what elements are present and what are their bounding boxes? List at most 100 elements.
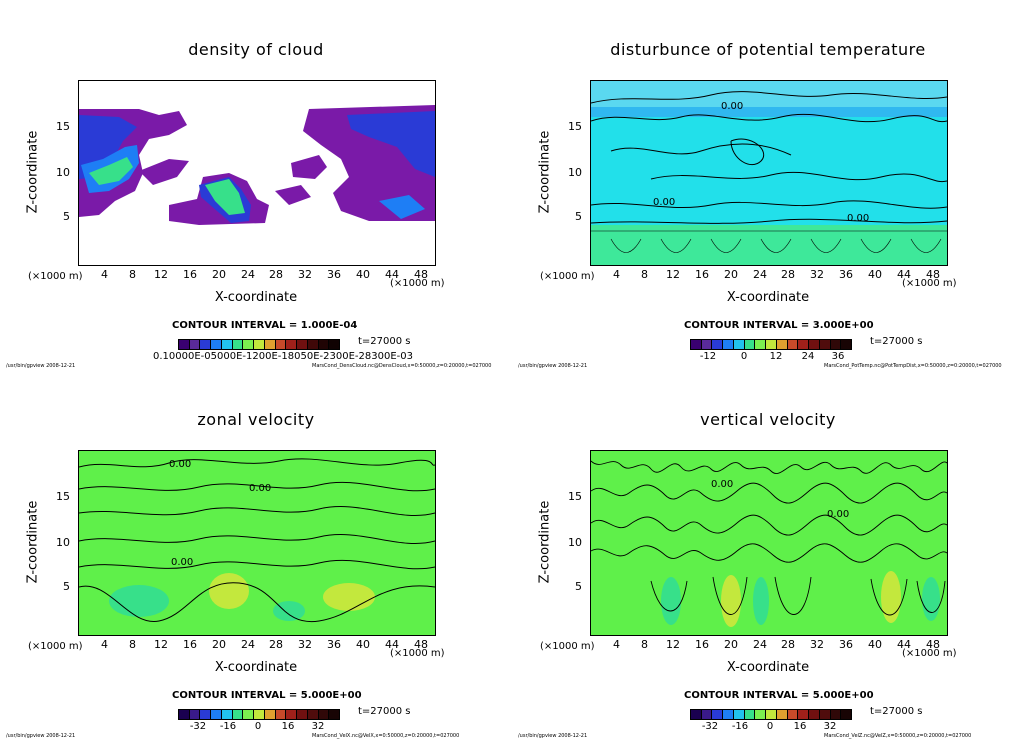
field-blob (881, 571, 901, 623)
y-axis-label: Z-coordinate (537, 130, 553, 214)
colorbar-label: 0 (740, 351, 748, 362)
x-tick-label: 48 (414, 268, 428, 281)
colorbar-label: -32 (189, 721, 207, 732)
cloud-region (347, 111, 435, 177)
x-tick-label: 48 (414, 638, 428, 651)
x-tick-label: 4 (101, 268, 108, 281)
x-tick-label: 32 (810, 268, 824, 281)
colorbar-swatch (318, 710, 330, 719)
contour-label: 0.00 (169, 459, 191, 470)
contour-interval: CONTOUR INTERVAL = 5.000E+00 (172, 690, 362, 701)
colorbar-swatch (723, 340, 734, 349)
contour-line (79, 481, 435, 492)
colorbar-swatch (830, 710, 842, 719)
y-axis-label: Z-coordinate (25, 500, 41, 584)
colorbar-swatch (221, 710, 233, 719)
panel-zonal-velocity: zonal velocity 0.00 0.00 0.00 Z-coordina… (0, 370, 512, 740)
plot-area: 0.00 0.00 0.00 (590, 80, 948, 266)
contour-line (591, 514, 947, 536)
colorbar-swatch (307, 340, 319, 349)
time-label: t=27000 s (358, 706, 411, 717)
footer-left: /usr/bin/gpview 2008-12-21 (6, 363, 76, 369)
x-tick-label: 44 (897, 638, 911, 651)
x-tick-label: 40 (356, 268, 370, 281)
y-tick-label: 10 (568, 166, 582, 179)
colorbar-swatch (329, 340, 340, 349)
colorbar-swatch (809, 340, 820, 349)
colorbar-swatch (723, 710, 734, 719)
x-unit-right: (×1000 m) (390, 648, 445, 659)
y-tick-label: 15 (56, 120, 70, 133)
y-tick-label: 5 (63, 580, 70, 593)
x-tick-label: 40 (356, 638, 370, 651)
x-axis-label: X-coordinate (214, 660, 298, 675)
chart-title: vertical velocity (700, 410, 836, 429)
colorbar-swatch (744, 340, 756, 349)
colorbar-swatch (286, 340, 298, 349)
x-tick-label: 44 (385, 638, 399, 651)
chart-title: disturbunce of potential temperature (610, 40, 926, 59)
colorbar-swatch (776, 340, 788, 349)
contour-line (610, 143, 792, 156)
x-tick-label: 28 (269, 638, 283, 651)
x-tick-label: 44 (897, 268, 911, 281)
plot-area: 0.00 0.00 0.00 (78, 450, 436, 636)
contour-line (650, 171, 947, 183)
colorbar-label: 36 (831, 351, 845, 362)
colorbar-swatch (798, 340, 810, 349)
field-blob (209, 573, 249, 609)
x-tick-label: 8 (641, 268, 648, 281)
x-unit-right: (×1000 m) (902, 648, 957, 659)
contour-label: 0.00 (847, 213, 869, 224)
contour-line (730, 138, 764, 166)
plot-area (78, 80, 436, 266)
colorbar-swatch (766, 340, 777, 349)
time-label: t=27000 s (870, 706, 923, 717)
x-tick-label: 12 (154, 268, 168, 281)
colorbar (178, 709, 340, 720)
y-tick-label: 15 (568, 120, 582, 133)
field-blob (109, 585, 169, 617)
colorbar-swatch (275, 710, 287, 719)
chart-title: density of cloud (188, 40, 324, 59)
contour-line (591, 218, 947, 224)
colorbar-swatch (297, 340, 308, 349)
x-tick-label: 8 (129, 638, 136, 651)
colorbar-swatch (819, 710, 831, 719)
x-tick-label: 36 (327, 638, 341, 651)
colorbar-swatch (189, 710, 201, 719)
colorbar-swatch (841, 710, 852, 719)
colorbar-label: -16 (219, 721, 237, 732)
time-label: t=27000 s (358, 336, 411, 347)
contour-label: 0.00 (721, 101, 743, 112)
panel-potential-temperature: disturbunce of potential temperature 0.0… (512, 0, 1024, 370)
y-tick-label: 10 (568, 536, 582, 549)
colorbar-swatch (744, 710, 756, 719)
footer-right: MarsCond_VelZ.nc@VelZ,x=0:50000,z=0:2000… (824, 733, 972, 739)
y-tick-label: 5 (575, 210, 582, 223)
contour-interval: CONTOUR INTERVAL = 1.000E-04 (172, 320, 358, 331)
x-tick-label: 16 (183, 268, 197, 281)
x-tick-label: 36 (839, 268, 853, 281)
field-blob (922, 577, 940, 621)
heatmap-svg: 0.00 0.00 0.00 (79, 458, 435, 623)
colorbar-swatch (819, 340, 831, 349)
field-blob (721, 575, 741, 627)
x-tick-label: 12 (666, 268, 680, 281)
x-unit-left: (×1000 m) (28, 271, 83, 282)
x-tick-label: 16 (695, 638, 709, 651)
x-tick-label: 44 (385, 268, 399, 281)
cloud-region (379, 195, 425, 219)
x-tick-label: 28 (781, 268, 795, 281)
x-tick-label: 8 (129, 268, 136, 281)
x-axis-label: X-coordinate (726, 290, 810, 305)
colorbar (690, 339, 852, 350)
contour-line (79, 534, 435, 544)
x-tick-label: 32 (298, 268, 312, 281)
contour-line (591, 91, 947, 104)
colorbar-label: 32 (311, 721, 325, 732)
colorbar-swatch (254, 710, 265, 719)
cloud-region (205, 179, 245, 215)
cloud-region (275, 185, 311, 205)
colorbar-swatch (691, 340, 702, 349)
